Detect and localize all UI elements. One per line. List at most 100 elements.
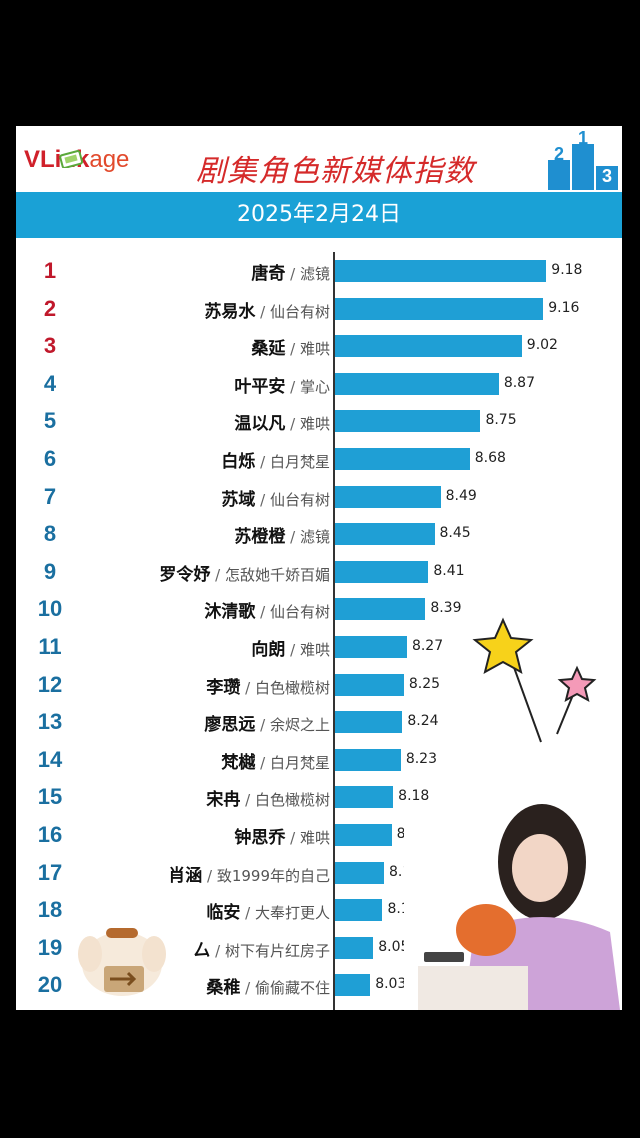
label-separator: /	[285, 829, 300, 847]
value-label: 9.16	[548, 299, 580, 316]
value-label: 8.68	[474, 450, 506, 466]
value-label: 8.25	[408, 675, 441, 692]
drama-title: 难哄	[299, 415, 330, 434]
value-label: 8.41	[433, 562, 465, 579]
row-label: 向朗 / 难哄	[251, 635, 330, 660]
row-label: 桑延 / 难哄	[251, 334, 330, 359]
value-bar	[335, 448, 470, 470]
drama-title: 难哄	[299, 641, 330, 659]
character-name: 沐清歌	[204, 602, 256, 623]
character-name: 罗令妤	[159, 564, 211, 585]
podium-icon: 2 1 3	[548, 130, 618, 190]
logo-text-age: age	[89, 146, 130, 173]
row-label: 苏橙橙 / 滤镜	[234, 522, 330, 547]
rank-number: 1	[43, 258, 57, 283]
chart-card: VLinkage 剧集角色新媒体指数 2 1 3 2025年2月24日 1 唐奇 …	[16, 126, 622, 1010]
value-label: 8.03	[375, 976, 407, 993]
rank-number: 13	[37, 709, 63, 735]
drama-title: 怎敌她千娇百媚	[224, 565, 330, 584]
value-label: 8.45	[439, 525, 471, 542]
rank-number: 5	[43, 408, 57, 434]
character-name: 桑稚	[206, 978, 241, 999]
value-label: 8.75	[485, 412, 517, 429]
puppy-sticker	[78, 928, 166, 996]
rank-number: 2	[43, 295, 57, 321]
drama-title: 滤镜	[299, 528, 330, 547]
row-label: 钟思乔 / 难哄	[234, 823, 330, 848]
character-name: 唐奇	[251, 264, 286, 284]
value-bar	[335, 297, 544, 320]
value-bar	[335, 936, 374, 959]
value-bar	[335, 485, 441, 508]
label-separator: /	[285, 415, 300, 434]
value-bar	[335, 974, 371, 997]
value-label: 8.39	[430, 600, 462, 617]
value-label: 8.87	[503, 374, 535, 391]
rank-number: 16	[37, 822, 63, 847]
drama-title: 余烬之上	[269, 716, 330, 735]
row-label: 沐清歌 / 仙台有树	[204, 597, 330, 622]
drama-title: 仙台有树	[269, 490, 330, 509]
character-name: 向朗	[251, 640, 286, 660]
svg-text:3: 3	[602, 166, 612, 186]
value-label: 8.24	[407, 713, 439, 730]
character-name: 肖涵	[168, 865, 203, 886]
row-label: 温以凡 / 难哄	[234, 409, 330, 434]
actress-photo	[404, 802, 622, 1010]
drama-title: 白色橄榄树	[254, 791, 330, 810]
chart-axis-line	[333, 252, 335, 1010]
drama-title: 仙台有树	[269, 603, 330, 622]
value-label: 9.18	[551, 262, 583, 278]
rank-number: 8	[43, 521, 57, 547]
drama-title: 致1999年的自己	[216, 866, 330, 885]
value-label: 8.23	[405, 750, 437, 767]
label-separator: /	[255, 302, 270, 321]
row-label: 叶平安 / 掌心	[234, 372, 330, 397]
character-name: 叶平安	[234, 376, 286, 397]
character-name: 宋冉	[206, 790, 241, 811]
value-bar	[335, 711, 403, 734]
value-bar	[335, 523, 435, 546]
rank-number: 14	[37, 746, 63, 772]
row-label: 肖涵 / 致1999年的自己	[168, 861, 330, 886]
rank-number: 3	[43, 333, 57, 359]
rank-number: 17	[37, 859, 63, 885]
rank-number: 7	[43, 483, 57, 509]
character-name: 温以凡	[234, 414, 286, 435]
rank-number: 12	[37, 671, 63, 697]
character-name: 桑延	[251, 339, 286, 360]
rank-number: 15	[37, 784, 63, 810]
character-name: 苏橙橙	[234, 527, 286, 548]
character-name: 苏易水	[204, 301, 256, 322]
rank-number: 4	[43, 370, 57, 396]
value-bar	[335, 748, 401, 771]
value-label: 8.05	[378, 938, 410, 955]
drama-title: 难哄	[299, 340, 330, 359]
label-separator: /	[285, 340, 300, 359]
vlinkage-logo: VLinkage	[24, 146, 129, 182]
label-separator: /	[240, 904, 255, 923]
date-banner: 2025年2月24日	[16, 192, 622, 238]
row-label: 罗令妤 / 怎敌她千娇百媚	[159, 560, 330, 585]
rank-number: 6	[43, 446, 57, 471]
label-separator: /	[285, 265, 300, 283]
character-name: 厶	[193, 940, 211, 961]
row-label: 宋冉 / 白色橄榄树	[206, 785, 330, 810]
drama-title: 滤镜	[299, 265, 330, 283]
drama-title: 白月梵星	[269, 753, 330, 772]
label-separator: /	[255, 490, 270, 509]
rank-number: 20	[37, 972, 63, 998]
value-bar	[335, 335, 522, 358]
drama-title: 白色橄榄树	[254, 678, 330, 697]
character-name: 钟思乔	[234, 828, 286, 848]
label-separator: /	[202, 866, 217, 885]
value-bar	[335, 410, 481, 433]
label-separator: /	[240, 791, 255, 810]
row-label: 廖思远 / 余烬之上	[204, 710, 330, 735]
row-label: 苏易水 / 仙台有树	[204, 297, 330, 322]
label-separator: /	[210, 941, 225, 960]
rank-number: 11	[38, 634, 62, 659]
star-wands-decoration	[472, 617, 597, 743]
value-label: 8.49	[445, 487, 477, 504]
chart-title: 剧集角色新媒体指数	[196, 154, 475, 189]
